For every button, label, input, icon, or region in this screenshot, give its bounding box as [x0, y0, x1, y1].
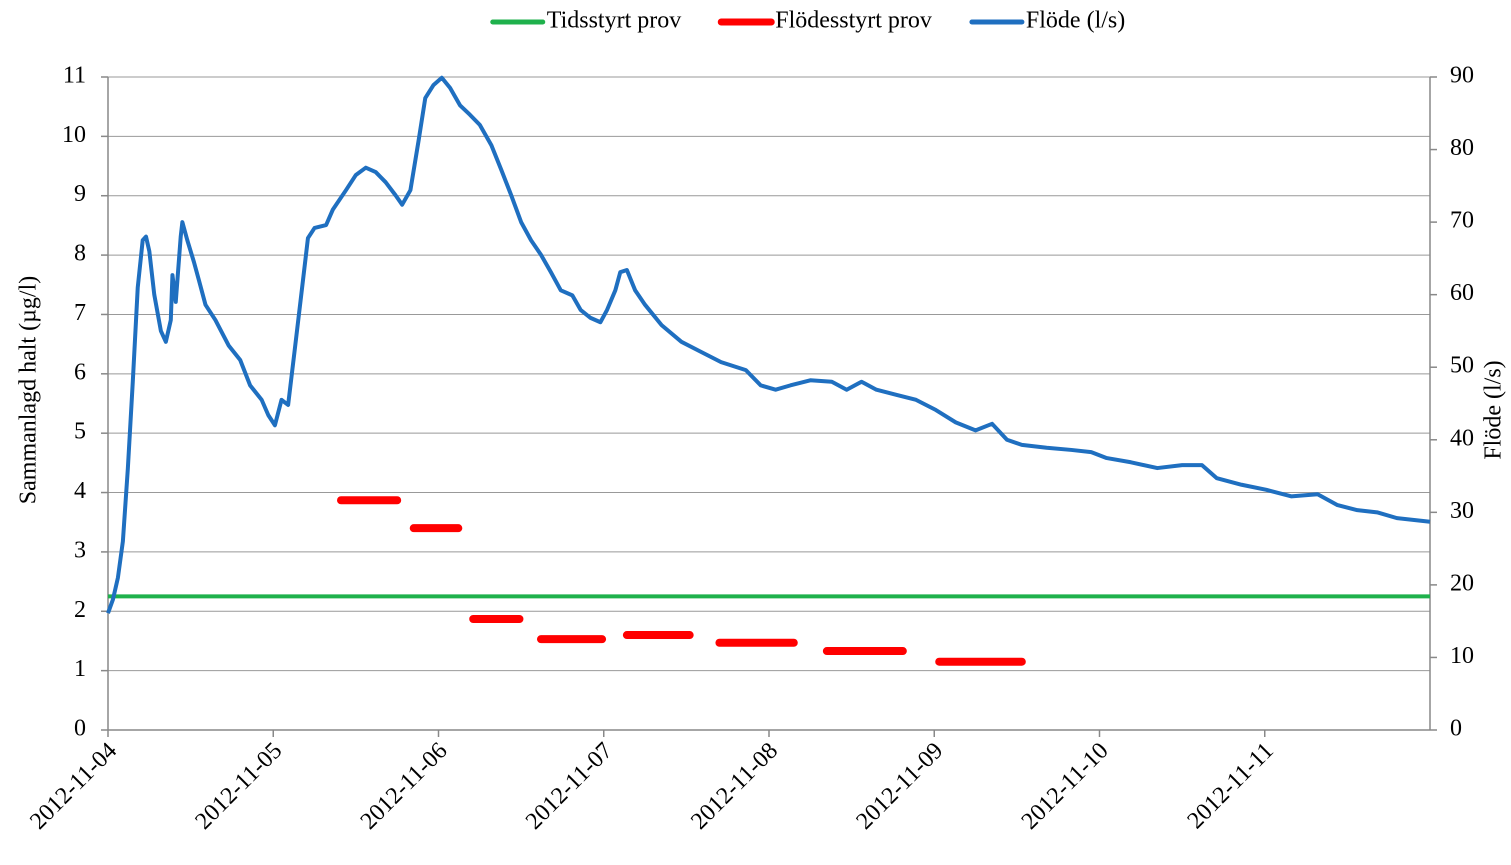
y-tick-label: 0 — [74, 716, 86, 742]
legend-label: Flödesstyrt prov — [775, 8, 932, 34]
y-tick-label: 6 — [74, 359, 86, 385]
legend-label: Flöde (l/s) — [1026, 8, 1125, 34]
y2-tick-label: 60 — [1450, 280, 1474, 306]
x-tick-label: 2012-11-05 — [190, 738, 287, 835]
x-tick-label: 2012-11-09 — [851, 738, 948, 835]
x-tick-label: 2012-11-10 — [1017, 738, 1114, 835]
y-tick-label: 11 — [63, 63, 86, 89]
y2-tick-label: 10 — [1450, 643, 1474, 669]
y-tick-label: 2 — [74, 597, 86, 623]
x-tick-label: 2012-11-11 — [1183, 738, 1279, 834]
legend-label: Tidsstyrt prov — [547, 8, 681, 34]
y2-tick-label: 0 — [1450, 716, 1462, 742]
y-tick-label: 7 — [74, 300, 86, 326]
y-tick-label: 9 — [74, 181, 86, 207]
y-tick-label: 10 — [62, 122, 86, 148]
series-line — [337, 496, 1026, 666]
y-tick-label: 5 — [74, 419, 86, 445]
y2-tick-label: 20 — [1450, 570, 1474, 596]
series-line — [106, 75, 1431, 614]
y2-tick-label: 40 — [1450, 425, 1474, 451]
x-tick-label: 2012-11-04 — [25, 738, 122, 835]
y2-tick-label: 30 — [1450, 498, 1474, 524]
x-tick-label: 2012-11-07 — [521, 738, 618, 835]
y-tick-label: 8 — [74, 241, 86, 267]
y2-axis-label: Flöde (l/s) — [1481, 360, 1507, 459]
y-axis-label: Sammanlagd halt (µg/l) — [16, 276, 42, 504]
x-tick-label: 2012-11-06 — [356, 738, 453, 835]
y-tick-label: 3 — [74, 537, 86, 563]
x-tick-label: 2012-11-08 — [686, 738, 783, 835]
y2-tick-label: 50 — [1450, 353, 1474, 379]
y-tick-label: 4 — [74, 478, 86, 504]
y2-tick-label: 70 — [1450, 208, 1474, 234]
y2-tick-label: 80 — [1450, 135, 1474, 161]
y2-tick-label: 90 — [1450, 63, 1474, 89]
y-tick-label: 1 — [74, 656, 86, 682]
